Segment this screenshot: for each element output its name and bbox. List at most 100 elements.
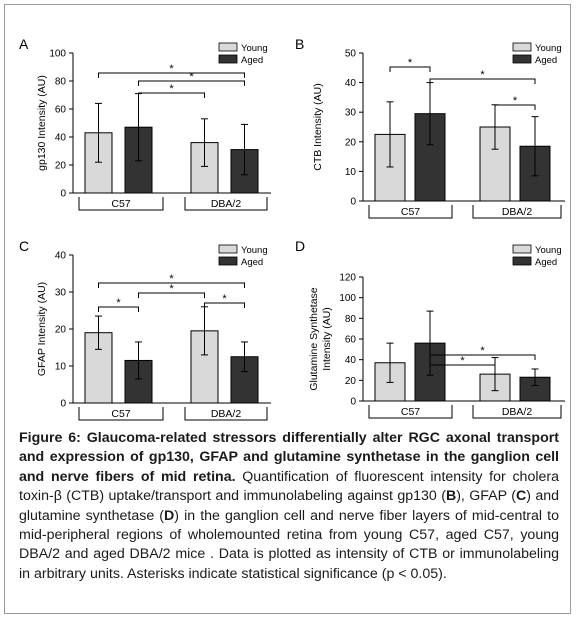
group-bracket [184,197,268,211]
chart-panel-d: D 0 20 40 60 80 100 120 Glutamine Synthetase Inte… [295,238,565,419]
significance-bracket [138,80,245,86]
legend-label: Aged [535,257,557,268]
group-label: C57 [401,406,420,418]
group-bracket [472,405,562,419]
legend-label: Aged [535,55,557,66]
figure-panel: A 0 20 40 60 80 100 gp130 Intensity (AU) C57 DBA/… [4,4,571,614]
y-tick-label: 20 [345,137,357,148]
group-bracket [78,407,164,421]
y-tick-label: 10 [345,167,357,178]
legend-swatch-young [512,244,532,254]
significance-bracket [429,354,536,360]
y-axis-title: CTB Intensity (AU) [312,83,324,171]
significance-asterisk: * [408,57,413,69]
legend-swatch-aged [218,256,238,266]
y-tick-label: 80 [345,314,357,325]
y-tick-label: 0 [60,189,66,200]
legend-swatch-aged [218,54,238,64]
legend-swatch-aged [512,256,532,266]
significance-bracket [138,92,205,98]
group-label: DBA/2 [211,198,242,210]
y-tick-label: 20 [345,376,357,387]
significance-bracket [98,72,245,78]
significance-asterisk: * [169,283,174,295]
significance-asterisk: * [169,63,174,75]
group-bracket [184,407,268,421]
significance-asterisk: * [169,273,174,285]
caption-ref-c: C [515,488,527,505]
significance-bracket [138,292,205,298]
group-bracket [472,205,562,219]
group-label: C57 [111,408,130,420]
group-label: DBA/2 [211,408,242,420]
legend-swatch-young [218,244,238,254]
y-tick-label: 30 [55,288,67,299]
legend-label: Aged [241,257,263,268]
y-tick-label: 0 [350,397,356,408]
y-tick-label: 60 [345,335,357,346]
chart-panel-b: B 0 10 20 30 40 50 CTB Intensity (AU) C57 DBA/2 Yo… [295,36,565,219]
group-label: C57 [111,198,130,210]
group-bracket [368,405,453,419]
significance-asterisk: * [169,83,174,95]
legend-label: Young [241,245,268,256]
y-tick-label: 120 [339,273,356,284]
caption-ref-d: D [164,507,175,524]
y-tick-label: 100 [339,293,356,304]
group-label: C57 [401,206,420,218]
significance-asterisk: * [480,69,485,81]
caption-title: Figure 6: Glaucoma-related stressors dif… [19,430,559,485]
y-axis-title: GFAP Intensity (AU) [36,282,48,376]
significance-asterisk: * [222,293,227,305]
legend-label: Young [241,43,268,54]
figure-caption: Figure 6: Glaucoma-related stressors dif… [19,429,559,584]
caption-text-1: Quantification of fluorescent intensity … [19,468,559,505]
panel-label: C [19,238,29,254]
legend-label: Aged [241,55,263,66]
caption-text-3: ) and glutamine synthetase ( [19,488,559,524]
legend-swatch-young [512,42,532,52]
significance-asterisk: * [460,355,465,367]
group-label: DBA/2 [502,406,533,418]
bar-dba2-young [190,142,219,194]
y-tick-label: 80 [55,77,67,88]
y-axis-title-line1: Glutamine Synthetase [308,287,320,390]
chart-panel-c: C 0 10 20 30 40 GFAP Intensity (AU) C57 DBA/2 You… [19,238,271,421]
y-tick-label: 60 [55,105,67,116]
y-tick-label: 50 [345,49,357,60]
group-bracket [78,197,164,211]
caption-text-4: ) in the ganglion cell and nerve fiber l… [19,507,559,582]
y-axis-title-line2: Intensity (AU) [321,307,333,371]
significance-asterisk: * [480,345,485,357]
y-tick-label: 40 [345,78,357,89]
panel-label: D [295,238,305,254]
y-tick-label: 100 [49,49,66,60]
significance-bracket [429,364,496,370]
group-bracket [368,205,453,219]
significance-bracket [98,306,139,312]
significance-asterisk: * [189,71,194,83]
y-tick-label: 0 [350,197,356,208]
y-axis-title: gp130 Intensity (AU) [36,75,48,171]
legend-label: Young [535,245,562,256]
significance-asterisk: * [116,297,121,309]
significance-bracket [98,282,245,288]
y-tick-label: 20 [55,325,67,336]
panel-label: B [295,36,304,52]
y-tick-label: 40 [55,133,67,144]
y-tick-label: 40 [345,355,357,366]
significance-bracket [204,302,245,308]
y-tick-label: 0 [60,399,66,410]
y-tick-label: 40 [55,251,67,262]
y-tick-label: 30 [345,108,357,119]
significance-bracket [429,78,536,84]
significance-bracket [389,66,431,72]
caption-ref-b: B [445,488,457,505]
y-tick-label: 10 [55,362,67,373]
legend-label: Young [535,43,562,54]
legend-swatch-young [218,42,238,52]
caption-text-2: ), GFAP ( [456,488,516,505]
legend-swatch-aged [512,54,532,64]
chart-panel-a: A 0 20 40 60 80 100 gp130 Intensity (AU) C57 DBA/… [19,36,271,211]
